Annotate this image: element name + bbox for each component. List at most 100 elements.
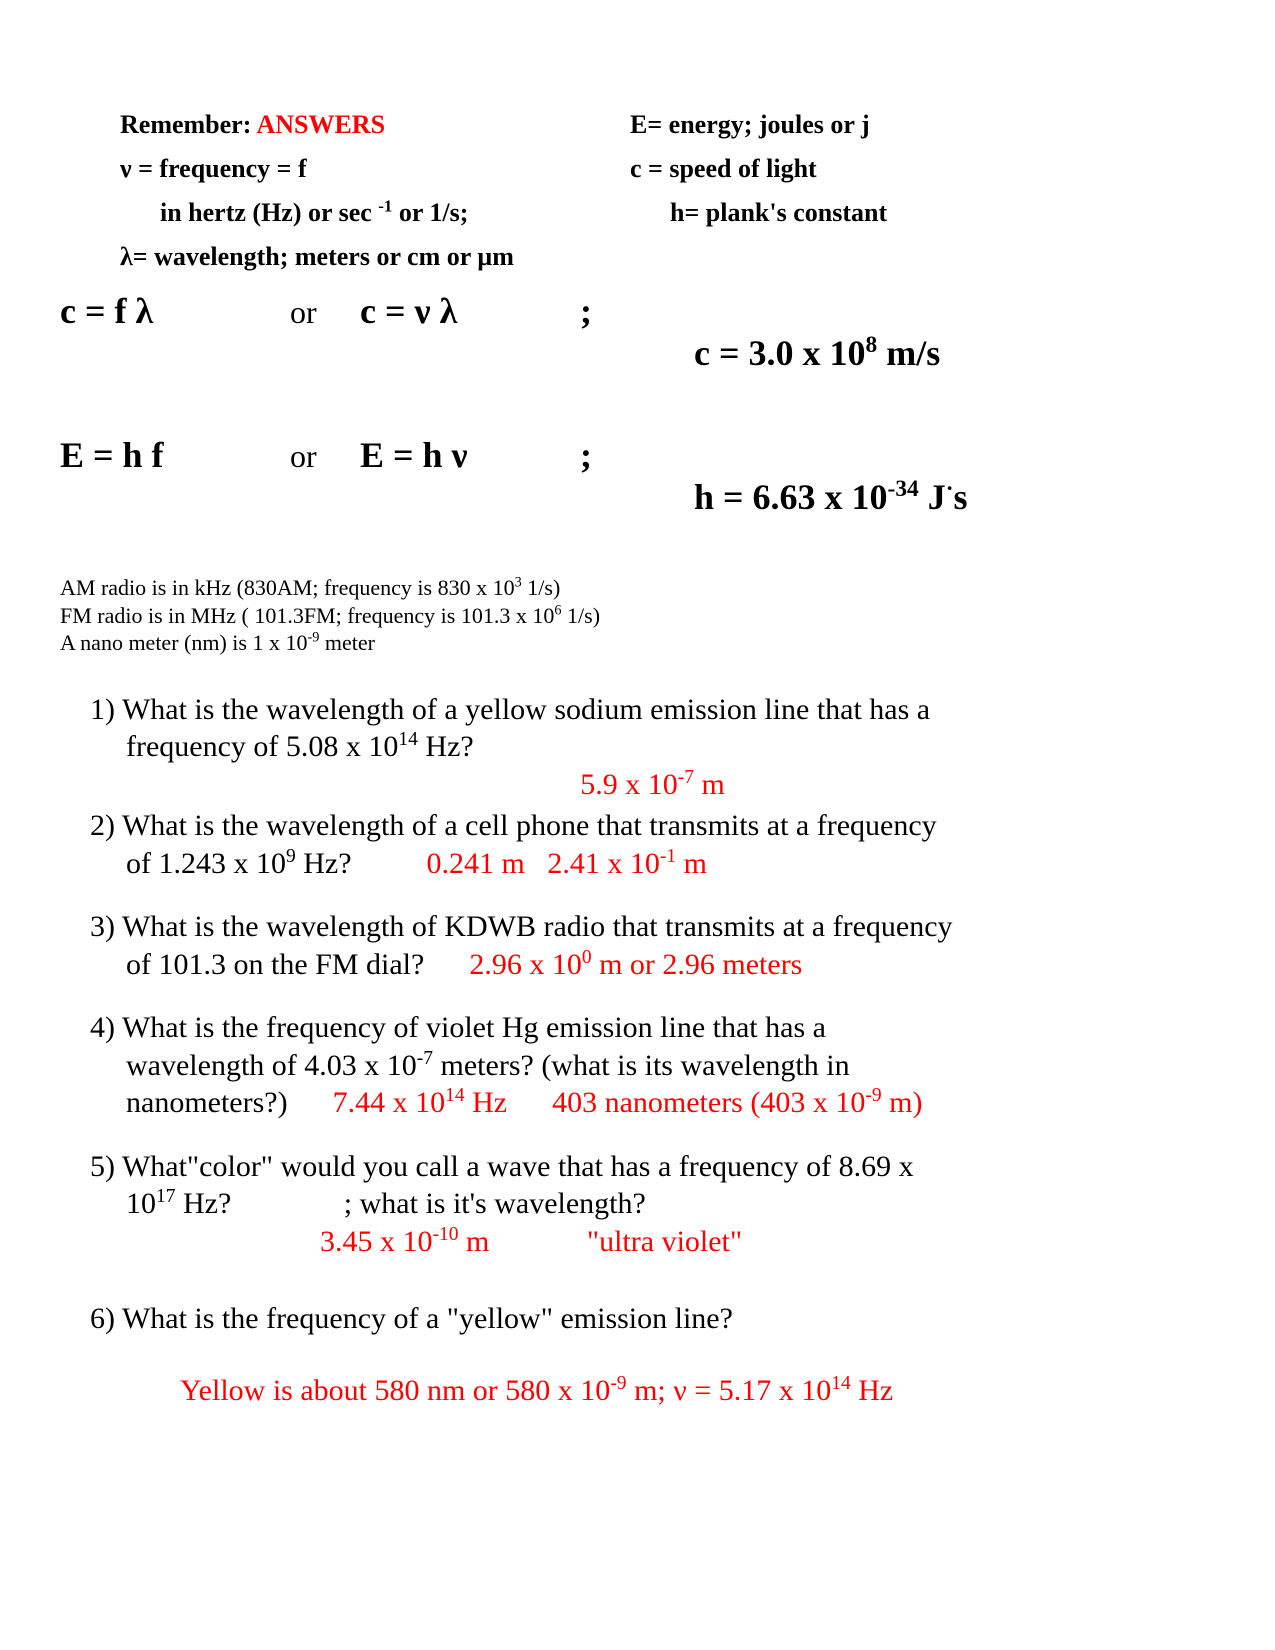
q2-line2: of 1.243 x 109 Hz? 0.241 m 2.41 x 10-1 m xyxy=(126,845,1215,883)
q1-line2: frequency of 5.08 x 1014 Hz? xyxy=(126,728,1215,766)
note-fm: FM radio is in MHz ( 101.3FM; frequency … xyxy=(60,602,1215,630)
q2-ans2: 2.41 x 10-1 m xyxy=(547,847,707,880)
q4-line2: wavelength of 4.03 x 10-7 meters? (what … xyxy=(126,1047,1215,1085)
q4-t3: nanometers?) xyxy=(126,1086,288,1119)
remember-cell: Remember: ANSWERS xyxy=(120,110,630,140)
q2-a2s: -1 xyxy=(660,846,676,867)
n1s: 3 xyxy=(515,575,522,591)
h-value: h = 6.63 x 10-34 J·s xyxy=(640,434,968,560)
q4-num: 4) xyxy=(90,1011,122,1044)
q1-as: -7 xyxy=(678,767,694,788)
q1-aa: 5.9 x 10 xyxy=(580,768,678,801)
q5-t1: What"color" would you call a wave that h… xyxy=(122,1150,914,1183)
q3-answer: 2.96 x 100 m or 2.96 meters xyxy=(469,948,802,981)
q2-a2b: m xyxy=(676,847,707,880)
q1-t2s: 14 xyxy=(398,729,418,750)
n3a: A nano meter (nm) is 1 x 10 xyxy=(60,630,307,655)
question-1: 1) What is the wavelength of a yellow so… xyxy=(90,691,1215,804)
h-post2: s xyxy=(954,477,968,517)
n2a: FM radio is in MHz ( 101.3FM; frequency … xyxy=(60,603,554,628)
n2s: 6 xyxy=(554,602,561,618)
q6-ac: Hz xyxy=(851,1374,893,1407)
q3-t1: What is the wavelength of KDWB radio tha… xyxy=(122,910,953,943)
q3-line2: of 101.3 on the FM dial? 2.96 x 100 m or… xyxy=(126,946,1215,984)
q4-a2s: -9 xyxy=(865,1085,881,1106)
q1-answer: 5.9 x 10-7 m xyxy=(90,766,1215,804)
q1-t2b: Hz? xyxy=(418,730,474,763)
hz-sup: -1 xyxy=(378,196,392,215)
q5-ans1: 3.45 x 10-10 m xyxy=(320,1225,489,1258)
q4-t2a: wavelength of 4.03 x 10 xyxy=(126,1049,417,1082)
q4-ans2: 403 nanometers (403 x 10-9 m) xyxy=(552,1086,922,1119)
q3-ab: m or 2.96 meters xyxy=(592,948,803,981)
c-nu-lambda: c = ν λ xyxy=(360,290,580,332)
q1-t2a: frequency of 5.08 x 10 xyxy=(126,730,398,763)
q6-num: 6) xyxy=(90,1302,122,1335)
q6-ab: m; ν = 5.17 x 10 xyxy=(627,1374,832,1407)
q2-t2b: Hz? xyxy=(296,847,352,880)
questions-list: 1) What is the wavelength of a yellow so… xyxy=(90,691,1215,1410)
q2-t2s: 9 xyxy=(286,846,296,867)
formula-row-c: c = f λ or c = ν λ ; c = 3.0 x 108 m/s xyxy=(60,290,1215,416)
h-def: h= plank's constant xyxy=(670,198,1215,228)
hz-b: or 1/s; xyxy=(392,198,468,227)
n1b: 1/s) xyxy=(522,575,561,600)
lambda-def: λ= wavelength; meters or cm or µm xyxy=(120,242,514,272)
n2b: 1/s) xyxy=(562,603,601,628)
q5-ans2: "ultra violet" xyxy=(587,1225,742,1258)
q1-num: 1) xyxy=(90,693,122,726)
q4-a2b: m) xyxy=(882,1086,923,1119)
q4-line3: nanometers?) 7.44 x 1014 Hz 403 nanomete… xyxy=(126,1084,1215,1122)
c-sup: 8 xyxy=(866,332,878,358)
sep-1: ; xyxy=(580,290,640,332)
defs-row-4: λ= wavelength; meters or cm or µm xyxy=(120,242,1215,272)
note-am: AM radio is in kHz (830AM; frequency is … xyxy=(60,574,1215,602)
question-6: 6) What is the frequency of a "yellow" e… xyxy=(90,1300,1215,1409)
q5-line2: 1017 Hz? ; what is it's wavelength? xyxy=(126,1185,1215,1223)
q5-answers: 3.45 x 10-10 m "ultra violet" xyxy=(320,1223,1215,1261)
page: Remember: ANSWERS E= energy; joules or j… xyxy=(0,0,1275,1650)
q6-t1: What is the frequency of a "yellow" emis… xyxy=(122,1302,733,1335)
q3-as: 0 xyxy=(582,947,592,968)
c-f-lambda: c = f λ xyxy=(60,290,290,332)
formula-row-e: E = h f or E = h ν ; h = 6.63 x 10-34 J·… xyxy=(60,434,1215,560)
or-1: or xyxy=(290,294,360,331)
c-pre: c = 3.0 x 10 xyxy=(694,333,866,373)
q6-as2: 14 xyxy=(831,1373,851,1394)
q4-a2a: 403 nanometers (403 x 10 xyxy=(552,1086,865,1119)
c-value: c = 3.0 x 108 m/s xyxy=(640,290,940,416)
remember-label: Remember: xyxy=(120,110,256,139)
q4-t2b: meters? (what is its wavelength in xyxy=(433,1049,850,1082)
n3b: meter xyxy=(319,630,375,655)
q3-num: 3) xyxy=(90,910,122,943)
energy-def: E= energy; joules or j xyxy=(630,110,1215,140)
q4-a1s: 14 xyxy=(445,1085,465,1106)
answers-label: ANSWERS xyxy=(256,110,385,139)
q4-t1: What is the frequency of violet Hg emiss… xyxy=(122,1011,826,1044)
q6-aa: Yellow is about 580 nm or 580 x 10 xyxy=(180,1374,610,1407)
or-2: or xyxy=(290,438,360,475)
note-nm: A nano meter (nm) is 1 x 10-9 meter xyxy=(60,629,1215,657)
question-4: 4) What is the frequency of violet Hg em… xyxy=(90,1009,1215,1122)
question-2: 2) What is the wavelength of a cell phon… xyxy=(90,807,1215,882)
q4-ans1: 7.44 x 1014 Hz xyxy=(333,1086,507,1119)
q4-a1a: 7.44 x 10 xyxy=(333,1086,446,1119)
q5-a1s: -10 xyxy=(433,1224,459,1245)
nu-def: ν = frequency = f xyxy=(120,154,630,184)
question-3: 3) What is the wavelength of KDWB radio … xyxy=(90,908,1215,983)
q2-ans1: 0.241 m xyxy=(427,847,525,880)
question-5: 5) What"color" would you call a wave tha… xyxy=(90,1148,1215,1261)
q4-a1b: Hz xyxy=(465,1086,507,1119)
q6-answer: Yellow is about 580 nm or 580 x 10-9 m; … xyxy=(180,1372,1215,1410)
q5-t2a: 10 xyxy=(126,1187,156,1220)
defs-row-2: ν = frequency = f c = speed of light xyxy=(120,154,1215,184)
n1a: AM radio is in kHz (830AM; frequency is … xyxy=(60,575,515,600)
notes-block: AM radio is in kHz (830AM; frequency is … xyxy=(60,574,1215,657)
hz-a: in hertz (Hz) or sec xyxy=(160,198,378,227)
q5-t2c: ; what is it's wavelength? xyxy=(344,1187,646,1220)
q1-ab: m xyxy=(694,768,725,801)
q2-a2a: 2.41 x 10 xyxy=(547,847,660,880)
c-post: m/s xyxy=(877,333,940,373)
h-pre: h = 6.63 x 10 xyxy=(694,477,888,517)
h-sup: -34 xyxy=(888,476,919,502)
